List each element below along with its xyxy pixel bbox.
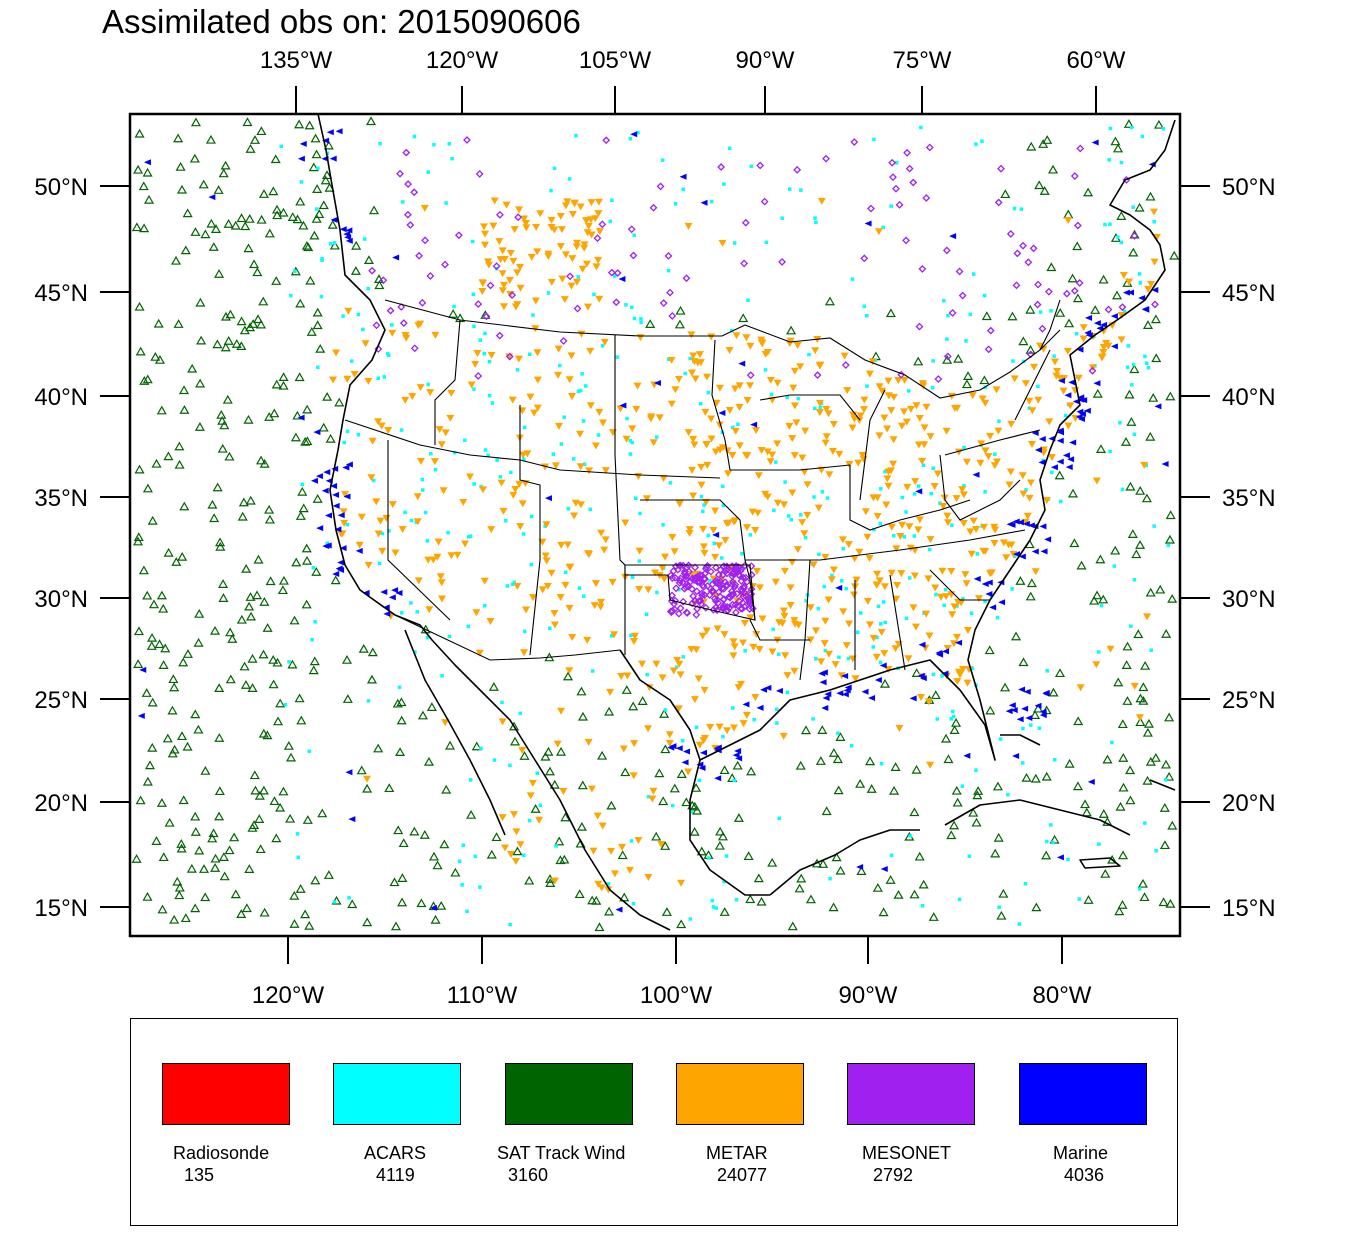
left-lat-label: 30°N bbox=[34, 586, 88, 613]
sat-track-wind-points bbox=[131, 116, 1180, 932]
right-lat-label: 45°N bbox=[1222, 280, 1276, 307]
legend: Radiosonde 135 ACARS 4119 SAT Track Wind… bbox=[130, 1018, 1178, 1226]
map-figure: 135°W 120°W 105°W 90°W 75°W 60°W 120°W 1… bbox=[34, 47, 1276, 1009]
coastlines bbox=[317, 114, 1176, 931]
legend-swatch-mesonet bbox=[847, 1063, 975, 1125]
left-lat-label: 35°N bbox=[34, 485, 88, 512]
mesonet-points bbox=[368, 136, 1159, 619]
top-tick-label: 120°W bbox=[426, 47, 499, 74]
legend-count-marine: 4036 bbox=[1064, 1165, 1105, 1185]
bottom-longitude-axis bbox=[287, 936, 1063, 964]
legend-swatch-metar bbox=[676, 1063, 804, 1125]
marine-points bbox=[137, 128, 1169, 913]
top-tick-label: 135°W bbox=[260, 47, 333, 74]
right-lat-label: 50°N bbox=[1222, 174, 1276, 201]
left-lat-label: 50°N bbox=[34, 174, 88, 201]
legend-label-radiosonde: Radiosonde bbox=[173, 1143, 270, 1163]
bottom-tick-label: 90°W bbox=[839, 982, 898, 1009]
legend-swatch-sat-track-wind bbox=[505, 1063, 633, 1125]
right-lat-label: 25°N bbox=[1222, 687, 1276, 714]
latitude-axis-ticks bbox=[100, 185, 1210, 908]
legend-count-radiosonde: 135 bbox=[184, 1165, 215, 1185]
legend-label-mesonet: MESONET bbox=[862, 1143, 952, 1163]
legend-count-acars: 4119 bbox=[376, 1165, 415, 1185]
legend-label-marine: Marine bbox=[1053, 1143, 1109, 1163]
right-lat-label: 30°N bbox=[1222, 586, 1276, 613]
legend-count-sat-track-wind: 3160 bbox=[508, 1165, 549, 1185]
left-lat-label: 15°N bbox=[34, 895, 88, 922]
legend-label-sat-track-wind: SAT Track Wind bbox=[497, 1143, 626, 1163]
left-lat-label: 40°N bbox=[34, 384, 88, 411]
map-title: Assimilated obs on: 2015090606 bbox=[102, 3, 581, 40]
bottom-tick-label: 80°W bbox=[1033, 982, 1092, 1009]
legend-swatch-marine bbox=[1019, 1063, 1147, 1125]
legend-label-metar: METAR bbox=[706, 1143, 768, 1163]
legend-count-mesonet: 2792 bbox=[873, 1165, 914, 1185]
map-frame bbox=[128, 112, 1182, 938]
bottom-tick-label: 100°W bbox=[640, 982, 713, 1009]
top-tick-label: 60°W bbox=[1067, 47, 1126, 74]
bottom-tick-label: 110°W bbox=[447, 982, 518, 1009]
right-lat-label: 15°N bbox=[1222, 895, 1276, 922]
bottom-tick-label: 120°W bbox=[252, 982, 325, 1009]
right-lat-label: 40°N bbox=[1222, 384, 1276, 411]
top-tick-label: 105°W bbox=[579, 47, 652, 74]
legend-count-metar: 24077 bbox=[717, 1165, 768, 1185]
left-lat-label: 45°N bbox=[34, 280, 88, 307]
left-lat-label: 20°N bbox=[34, 790, 88, 817]
right-lat-label: 35°N bbox=[1222, 485, 1276, 512]
top-tick-label: 90°W bbox=[736, 47, 795, 74]
legend-swatch-radiosonde bbox=[162, 1063, 290, 1125]
top-tick-label: 75°W bbox=[893, 47, 952, 74]
metar-points bbox=[329, 197, 1161, 894]
right-lat-label: 20°N bbox=[1222, 790, 1276, 817]
borders bbox=[344, 299, 1061, 681]
legend-swatch-acars bbox=[333, 1063, 461, 1125]
left-lat-label: 25°N bbox=[34, 687, 88, 714]
top-longitude-axis bbox=[295, 86, 1097, 114]
observation-points bbox=[131, 114, 1180, 932]
legend-label-acars: ACARS bbox=[364, 1143, 427, 1163]
